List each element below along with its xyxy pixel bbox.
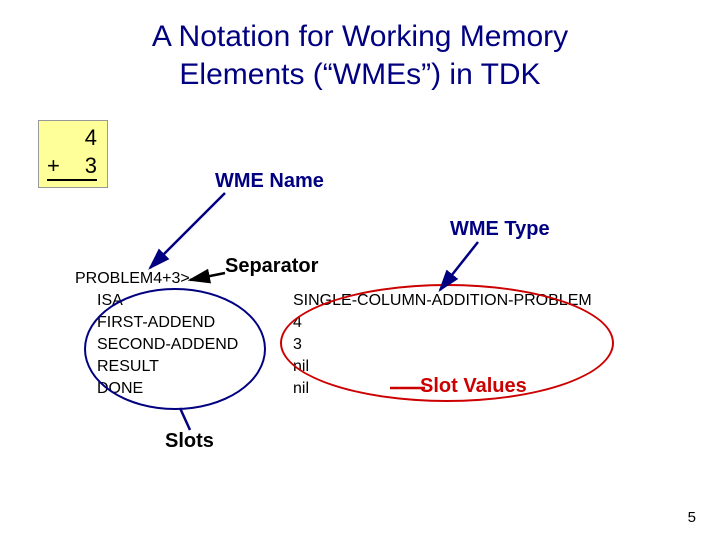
slots-label: Slots [165,430,214,453]
slide-title: A Notation for Working Memory Elements (… [0,18,720,93]
arrow-wme-name [150,193,225,268]
wme-header-row: PROBLEM4+3> [75,268,592,290]
wme-name-text: PROBLEM4+3 [75,270,180,287]
problem-top-digit: 4 [85,125,97,151]
slot-value-4: nil [277,378,309,400]
slot-values-ellipse [280,284,614,402]
arrow-slots [180,408,190,430]
problem-plus-sign: + [47,153,60,178]
slots-ellipse [84,288,266,410]
problem-bottom-digit: 3 [85,153,97,179]
wme-name-label: WME Name [215,170,324,193]
title-line-2: Elements (“WMEs”) in TDK [179,58,540,91]
problem-bottom-row: + 3 [47,153,97,181]
title-line-1: A Notation for Working Memory [152,20,568,53]
page-number: 5 [688,509,696,526]
arithmetic-problem-box: 4 + 3 [38,120,108,188]
wme-separator-text: > [180,270,189,287]
wme-type-label: WME Type [450,218,550,241]
